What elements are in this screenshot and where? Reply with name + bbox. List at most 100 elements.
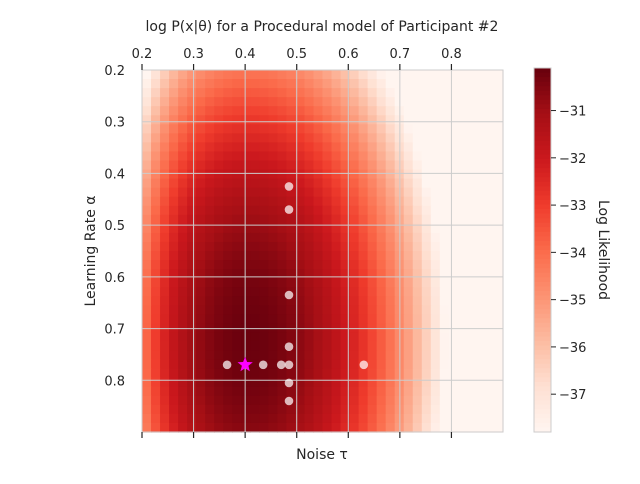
heatmap-cell bbox=[223, 386, 233, 397]
heatmap-cell bbox=[313, 70, 324, 80]
heatmap-cell bbox=[160, 178, 170, 189]
heatmap-cell bbox=[187, 241, 197, 252]
heatmap-cell bbox=[412, 178, 423, 189]
colorbar-strip bbox=[534, 404, 551, 410]
heatmap-cell bbox=[403, 251, 414, 261]
heatmap-cell bbox=[358, 88, 369, 98]
heatmap-cell bbox=[358, 97, 369, 107]
heatmap-cell bbox=[430, 70, 441, 80]
heatmap-cell bbox=[286, 115, 297, 125]
heatmap-cell bbox=[376, 296, 387, 306]
heatmap-cell bbox=[322, 187, 333, 198]
heatmap-cell bbox=[358, 350, 369, 361]
heatmap-cell bbox=[286, 79, 297, 89]
heatmap-cell bbox=[403, 305, 414, 315]
heatmap-cell bbox=[142, 241, 152, 252]
heatmap-cell bbox=[187, 178, 197, 189]
heatmap-cell bbox=[187, 97, 197, 107]
heatmap-cell bbox=[475, 205, 486, 216]
heatmap-cell bbox=[358, 124, 369, 134]
heatmap-cell bbox=[259, 251, 269, 261]
colorbar-strip bbox=[534, 281, 551, 287]
heatmap-cell bbox=[142, 413, 152, 424]
heatmap-cell bbox=[385, 314, 396, 324]
heatmap-cell bbox=[430, 377, 441, 388]
heatmap-cell bbox=[304, 305, 315, 315]
heatmap-cell bbox=[412, 169, 423, 180]
heatmap-cell bbox=[214, 133, 224, 143]
heatmap-cell bbox=[223, 160, 233, 171]
heatmap-cell bbox=[466, 223, 477, 234]
heatmap-cell bbox=[223, 350, 233, 361]
heatmap-cell bbox=[403, 404, 414, 415]
heatmap-cell bbox=[259, 422, 269, 433]
heatmap-cell bbox=[250, 413, 260, 424]
heatmap-cell bbox=[151, 260, 161, 270]
heatmap-cell bbox=[304, 278, 315, 288]
heatmap-cell bbox=[448, 332, 459, 343]
heatmap-cell bbox=[358, 296, 369, 306]
heatmap-cell bbox=[421, 160, 432, 171]
heatmap-cell bbox=[277, 341, 288, 352]
heatmap-cell bbox=[232, 314, 242, 324]
heatmap-cell bbox=[466, 187, 477, 198]
heatmap-cell bbox=[313, 196, 324, 207]
heatmap-cell bbox=[241, 287, 251, 297]
heatmap-cell bbox=[205, 422, 215, 433]
heatmap-cell bbox=[349, 395, 360, 406]
heatmap-cell bbox=[457, 260, 468, 270]
heatmap-cell bbox=[385, 133, 396, 143]
heatmap-cell bbox=[187, 278, 197, 288]
heatmap-cell bbox=[322, 115, 333, 125]
colorbar-strip bbox=[534, 86, 551, 92]
heatmap-cell bbox=[376, 305, 387, 315]
heatmap-cell bbox=[304, 97, 315, 107]
heatmap-cell bbox=[250, 332, 260, 343]
heatmap-cell bbox=[493, 404, 504, 415]
heatmap-cell bbox=[475, 106, 486, 116]
heatmap-cell bbox=[304, 178, 315, 189]
heatmap-cell bbox=[466, 160, 477, 171]
heatmap-cell bbox=[268, 196, 278, 207]
heatmap-cell bbox=[403, 133, 414, 143]
heatmap-cell bbox=[286, 169, 297, 180]
heatmap-cell bbox=[403, 386, 414, 397]
heatmap-cell bbox=[259, 196, 269, 207]
heatmap-cell bbox=[151, 278, 161, 288]
heatmap-cell bbox=[484, 214, 495, 225]
heatmap-cell bbox=[178, 223, 188, 234]
heatmap-cell bbox=[376, 79, 387, 89]
heatmap-cell bbox=[421, 223, 432, 234]
heatmap-cell bbox=[232, 422, 242, 433]
heatmap-cell bbox=[403, 296, 414, 306]
heatmap-cell bbox=[250, 88, 260, 98]
heatmap-cell bbox=[304, 350, 315, 361]
heatmap-cell bbox=[205, 269, 215, 279]
heatmap-cell bbox=[340, 278, 351, 288]
heatmap-cell bbox=[313, 269, 324, 279]
heatmap-cell bbox=[331, 115, 342, 125]
heatmap-cell bbox=[385, 223, 396, 234]
heatmap-cell bbox=[214, 395, 224, 406]
heatmap-cell bbox=[340, 314, 351, 324]
heatmap-cell bbox=[250, 305, 260, 315]
heatmap-cell bbox=[484, 269, 495, 279]
heatmap-cell bbox=[169, 296, 179, 306]
heatmap-cell bbox=[412, 377, 423, 388]
heatmap-cell bbox=[457, 133, 468, 143]
heatmap-cell bbox=[268, 278, 278, 288]
heatmap-cell bbox=[439, 359, 450, 370]
heatmap-cell bbox=[376, 368, 387, 379]
heatmap-cell bbox=[358, 160, 369, 171]
y-axis-label: Learning Rate α bbox=[83, 195, 99, 306]
heatmap-cell bbox=[430, 278, 441, 288]
heatmap-cell bbox=[385, 377, 396, 388]
heatmap-cell bbox=[349, 350, 360, 361]
heatmap-cell bbox=[304, 241, 315, 252]
heatmap-cell bbox=[448, 314, 459, 324]
heatmap-cell bbox=[484, 124, 495, 134]
colorbar-strip bbox=[534, 209, 551, 215]
colorbar-strip bbox=[534, 68, 551, 74]
heatmap-cell bbox=[313, 296, 324, 306]
heatmap-cell bbox=[322, 124, 333, 134]
